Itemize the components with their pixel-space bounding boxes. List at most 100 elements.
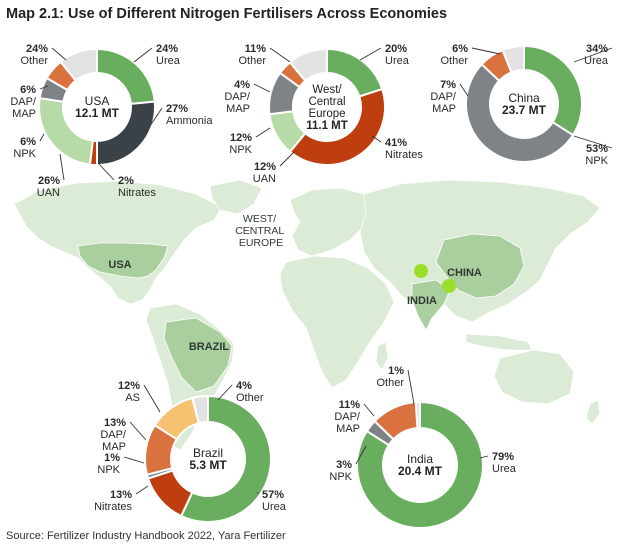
slice-name: Other xyxy=(238,55,266,67)
slice-percent: 1% xyxy=(388,365,404,377)
slice-name: Urea xyxy=(262,501,287,513)
slice-other xyxy=(288,47,328,83)
map-label-brazil: BRAZIL xyxy=(189,341,230,353)
leader-line xyxy=(253,83,271,93)
slice-label-nitrates: 13% Nitrates xyxy=(94,489,132,513)
slice-percent: 13% xyxy=(110,489,132,501)
leader-line xyxy=(359,47,382,61)
slice-other xyxy=(414,400,421,430)
slice-label-other: 24% Other xyxy=(20,43,48,67)
slice-label-ammonia: 27% Ammonia xyxy=(166,103,213,127)
donut-center-label: Brazil 5.3 MT xyxy=(189,446,227,472)
leader-line xyxy=(143,384,161,413)
leader-line xyxy=(149,107,163,127)
slice-npk xyxy=(465,62,575,163)
india-marker xyxy=(442,279,456,293)
slice-percent: 26% xyxy=(38,175,60,187)
map-label-usa: USA xyxy=(108,259,131,271)
leader-line xyxy=(407,369,415,405)
slice-percent: 3% xyxy=(336,459,352,471)
slice-name: Other xyxy=(236,392,264,404)
slice-percent: 24% xyxy=(26,43,48,55)
leader-line xyxy=(573,135,613,149)
slice-name: Other xyxy=(440,55,468,67)
leader-line xyxy=(97,162,115,181)
slice-label-uan: 26% UAN xyxy=(37,175,60,199)
donut-center-label: China 23.7 MT xyxy=(502,91,547,117)
land-north-america xyxy=(13,180,223,305)
land-europe xyxy=(289,187,373,257)
slice-name: MAP xyxy=(336,423,360,435)
donut-center-label: West/Central Europe 11.1 MT xyxy=(306,84,348,132)
leader-line xyxy=(269,47,291,63)
slice-label-npk: 12% NPK xyxy=(229,132,252,156)
leader-line xyxy=(135,485,149,495)
slice-percent: 1% xyxy=(104,452,120,464)
slice-label-other: 1% Other xyxy=(376,365,404,389)
slice-label-other: 11% Other xyxy=(238,43,266,67)
land-brazil xyxy=(163,317,233,393)
slice-urea xyxy=(179,394,272,523)
slice-name: Nitrates xyxy=(385,149,423,161)
donut-india: 79% Urea 3% NPK 11% DAP/MAP 1% Other India 20.4 M… xyxy=(329,365,517,529)
donut-region-name: USA xyxy=(85,94,110,108)
map-label-india: INDIA xyxy=(407,295,437,307)
slice-name: MAP xyxy=(102,441,126,453)
slice-label-other: 4% Other xyxy=(236,380,264,404)
map-label-europe-line: CENTRAL xyxy=(235,225,284,237)
slice-name: UAN xyxy=(253,173,276,185)
slice-percent: 57% xyxy=(262,489,284,501)
slice-percent: 12% xyxy=(254,161,276,173)
slice-label-dap-map: 7% DAP/MAP xyxy=(430,79,457,115)
slice-percent: 12% xyxy=(230,132,252,144)
leader-line xyxy=(479,455,489,459)
slice-name: DAP/ xyxy=(224,91,251,103)
land-usa xyxy=(77,242,169,279)
donut-region-name: Brazil xyxy=(193,446,223,460)
leader-line xyxy=(59,153,65,181)
slice-name: DAP/ xyxy=(430,91,457,103)
slice-percent: 11% xyxy=(339,399,361,411)
leader-line xyxy=(39,133,45,142)
slice-percent: 12% xyxy=(118,380,140,392)
donut-center-label: USA 12.1 MT xyxy=(75,94,120,120)
slice-name: Urea xyxy=(584,55,609,67)
slice-percent: 7% xyxy=(440,79,456,91)
donut-total: 12.1 MT xyxy=(75,106,120,120)
china-marker xyxy=(414,264,428,278)
slice-label-other: 6% Other xyxy=(440,43,468,67)
slice-label-npk: 1% NPK xyxy=(97,452,120,476)
world-map: USA BRAZIL CHINA INDIA WEST/ CENTRAL EUR… xyxy=(13,179,601,451)
slice-name: UAN xyxy=(37,187,60,199)
slice-label-urea: 20% Urea xyxy=(385,43,410,67)
land-china xyxy=(435,233,525,299)
slice-name: Other xyxy=(376,377,404,389)
slice-percent: 53% xyxy=(586,143,608,155)
slice-label-nitrates: 2% Nitrates xyxy=(118,175,156,199)
leader-line xyxy=(459,83,469,97)
slice-name: AS xyxy=(125,392,140,404)
slice-percent: 79% xyxy=(492,451,514,463)
donut-center-label: India 20.4 MT xyxy=(398,452,443,478)
slice-urea xyxy=(356,400,484,529)
leader-line xyxy=(217,384,233,401)
slice-name: NPK xyxy=(97,464,120,476)
slice-name: NPK xyxy=(13,148,36,160)
leader-line xyxy=(129,421,147,441)
land-africa xyxy=(279,255,395,389)
slice-label-urea: 57% Urea xyxy=(262,489,287,513)
slice-name: Urea xyxy=(385,55,410,67)
slice-name: DAP/ xyxy=(334,411,361,423)
leader-line xyxy=(133,47,153,63)
slice-other xyxy=(501,44,525,74)
donut-region-name: Europe xyxy=(308,108,345,120)
donut-total: 11.1 MT xyxy=(306,120,348,132)
slice-percent: 13% xyxy=(104,417,126,429)
slice-name: NPK xyxy=(229,144,252,156)
slice-percent: 6% xyxy=(452,43,468,55)
donut-region-name: China xyxy=(508,91,540,105)
